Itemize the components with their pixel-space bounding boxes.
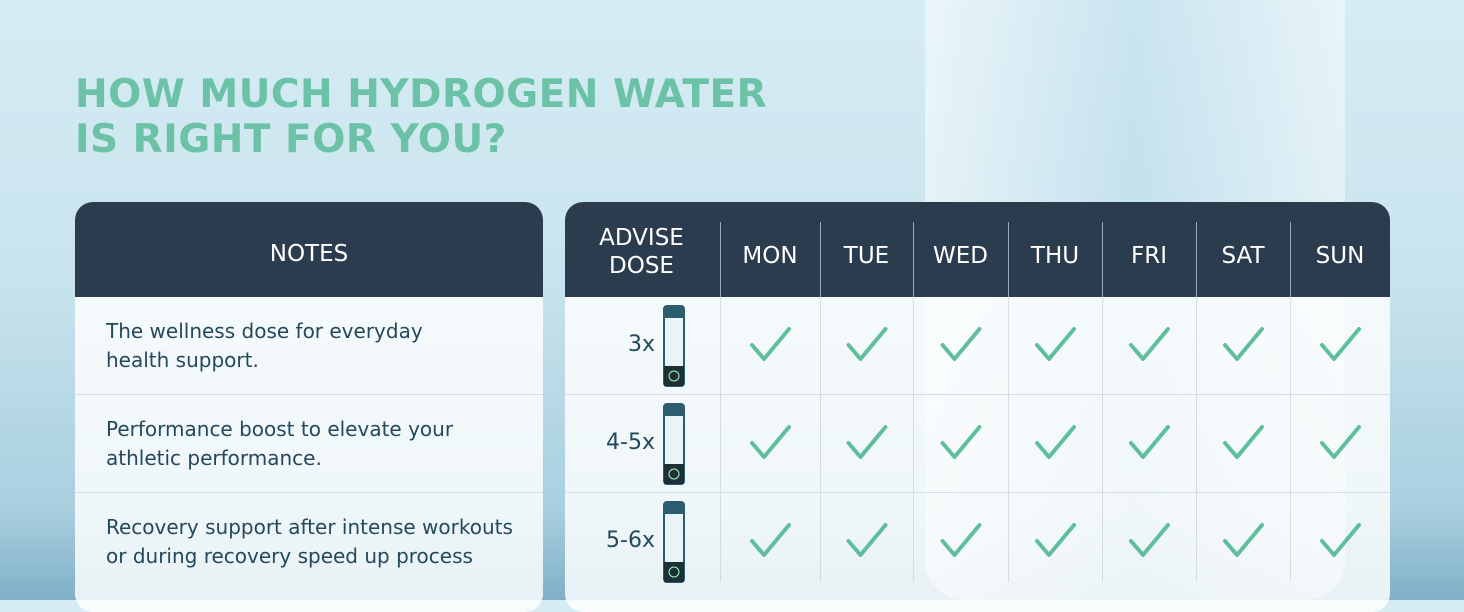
schedule-row: 5-6x — [565, 492, 1390, 591]
check-icon — [1129, 425, 1170, 459]
header-line: ADVISE — [599, 225, 684, 251]
column-divider — [913, 222, 914, 582]
check-icon — [750, 425, 791, 459]
day-header: MON — [742, 243, 798, 269]
column-divider — [1008, 222, 1009, 582]
note-line: or during recovery speed up process — [106, 544, 473, 568]
bottle-icon — [663, 501, 685, 583]
dose-label: 5-6x — [606, 528, 655, 553]
note-line: Performance boost to elevate your — [106, 417, 454, 441]
check-icon — [940, 425, 982, 459]
day-header: THU — [1030, 243, 1080, 269]
dose-label: 3x — [627, 332, 655, 357]
day-header: WED — [933, 243, 988, 269]
notes-row: Recovery support after intense workouts o… — [75, 492, 543, 591]
column-divider — [820, 222, 821, 582]
check-icon — [846, 523, 888, 557]
column-divider — [1196, 222, 1197, 582]
note-text: The wellness dose for everyday health sup… — [106, 317, 423, 375]
notes-panel: NOTES The wellness dose for everyday heal… — [75, 202, 543, 612]
header-text: ADVISE DOSE — [565, 224, 718, 280]
title-line: IS RIGHT FOR YOU? — [75, 117, 507, 162]
title-line: HOW MUCH HYDROGEN WATER — [75, 72, 768, 117]
check-icon — [750, 523, 791, 557]
check-icon — [940, 327, 982, 361]
note-line: The wellness dose for everyday — [106, 319, 423, 343]
header-line: DOSE — [609, 253, 674, 279]
schedule-header: ADVISE DOSE MON TUE WED THU FRI SAT SUN — [565, 202, 1390, 297]
check-icon — [1035, 523, 1076, 557]
check-icon — [1320, 425, 1361, 459]
check-icon — [1223, 327, 1264, 361]
schedule-panel: ADVISE DOSE MON TUE WED THU FRI SAT SUN 3x 4-5… — [565, 202, 1390, 612]
row-icons — [663, 501, 1361, 583]
day-header: FRI — [1131, 243, 1167, 269]
check-icon — [1129, 523, 1170, 557]
check-icon — [940, 523, 982, 557]
notes-row: Performance boost to elevate your athleti… — [75, 394, 543, 493]
check-icon — [1129, 327, 1170, 361]
check-icon — [846, 327, 888, 361]
row-icons — [663, 403, 1361, 485]
title: HOW MUCH HYDROGEN WATER IS RIGHT FOR YOU… — [75, 72, 767, 162]
check-icon — [1320, 327, 1361, 361]
check-icon — [1035, 327, 1076, 361]
check-icon — [1320, 523, 1361, 557]
check-icon — [1035, 425, 1076, 459]
note-line: athletic performance. — [106, 446, 322, 470]
check-icon — [750, 327, 791, 361]
column-divider — [1290, 222, 1291, 582]
column-divider — [720, 222, 721, 582]
check-icon — [1223, 523, 1264, 557]
day-header: TUE — [843, 243, 890, 269]
dose-label: 4-5x — [606, 430, 655, 455]
note-text: Performance boost to elevate your athleti… — [106, 415, 453, 473]
check-icon — [846, 425, 888, 459]
day-header: SAT — [1221, 243, 1265, 269]
column-divider — [1102, 222, 1103, 582]
notes-row: The wellness dose for everyday health sup… — [75, 297, 543, 395]
bottle-icon — [663, 403, 685, 485]
note-line: health support. — [106, 348, 259, 372]
note-line: Recovery support after intense workouts — [106, 515, 513, 539]
notes-header: NOTES — [75, 202, 543, 297]
bottle-icon — [663, 305, 685, 387]
day-header: SUN — [1315, 243, 1365, 269]
schedule-row: 3x — [565, 297, 1390, 395]
check-icon — [1223, 425, 1264, 459]
header-text: NOTES — [269, 241, 349, 267]
schedule-row: 4-5x — [565, 394, 1390, 493]
note-text: Recovery support after intense workouts o… — [106, 513, 513, 571]
row-icons — [663, 305, 1361, 387]
